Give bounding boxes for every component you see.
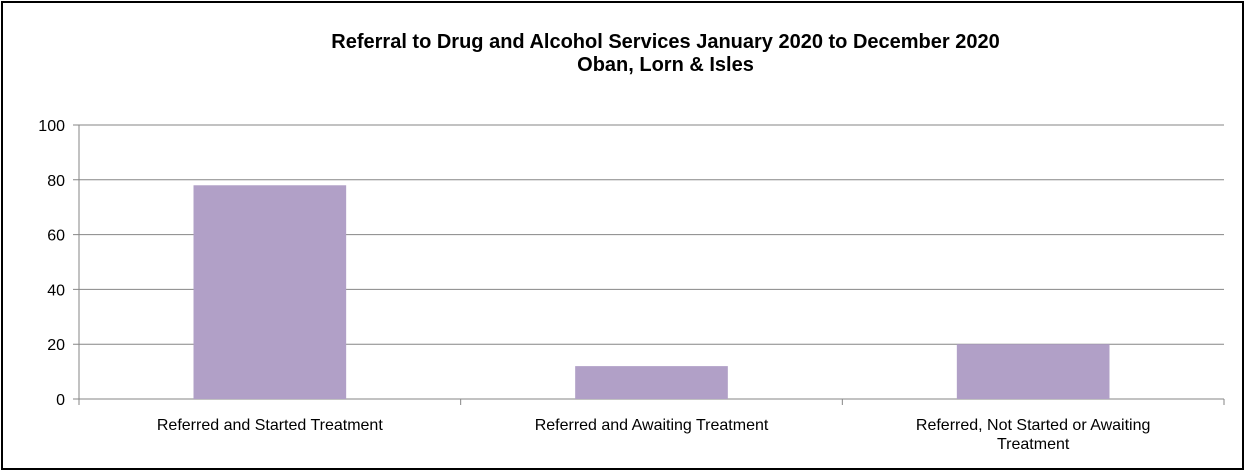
bar xyxy=(956,344,1110,399)
x-tick-label: Referred and Started Treatment xyxy=(157,417,383,434)
y-tick-label: 80 xyxy=(47,173,65,190)
chart-subtitle: Oban, Lorn & Isles xyxy=(577,54,754,76)
x-tick-label: Referred, Not Started or Awaiting Treatme… xyxy=(916,417,1151,453)
y-tick-label: 40 xyxy=(47,282,65,299)
y-tick-label: 0 xyxy=(56,392,65,409)
y-tick-label: 20 xyxy=(47,337,65,354)
bar xyxy=(575,366,728,399)
bar xyxy=(193,185,347,399)
y-tick-label: 60 xyxy=(47,228,65,245)
chart-title-block: Referral to Drug and Alcohol Services Ja… xyxy=(0,31,1246,77)
chart-title: Referral to Drug and Alcohol Services Ja… xyxy=(331,31,1000,53)
x-tick-label: Referred and Awaiting Treatment xyxy=(535,417,769,434)
y-tick-label: 100 xyxy=(38,118,65,135)
